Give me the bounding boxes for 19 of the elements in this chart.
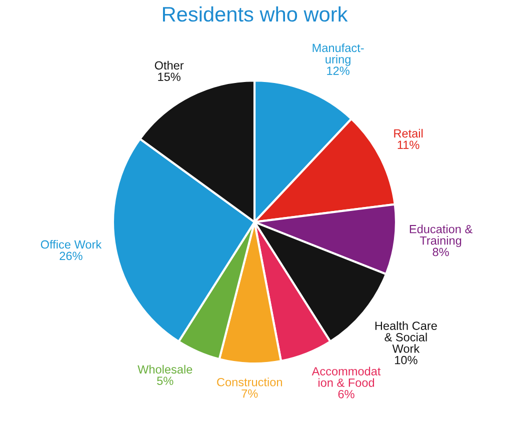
data-label: 10% [395, 356, 418, 364]
data-label: 12% [327, 66, 350, 75]
slice-label: Wholesale [138, 364, 192, 374]
data-label: 8% [432, 248, 449, 256]
slice-label: Education & Training [410, 224, 472, 248]
data-label: 5% [157, 376, 174, 386]
data-label: 11% [398, 140, 420, 149]
slice-label: Accommodat ion & Food [312, 366, 381, 387]
data-label: 7% [242, 389, 258, 398]
chart-title: Residents who work [163, 6, 348, 22]
data-label: 6% [338, 390, 354, 398]
slice-label: Office Work [40, 240, 102, 249]
slice-label: Other [154, 60, 184, 70]
data-label: 15% [158, 72, 180, 82]
slice-label: Health Care & Social Work [375, 321, 437, 353]
slice-label: Manufact- uring [312, 43, 364, 66]
data-label: 26% [60, 252, 82, 260]
slice-label: Retail [394, 128, 423, 138]
slice-label: Construction [217, 378, 282, 386]
